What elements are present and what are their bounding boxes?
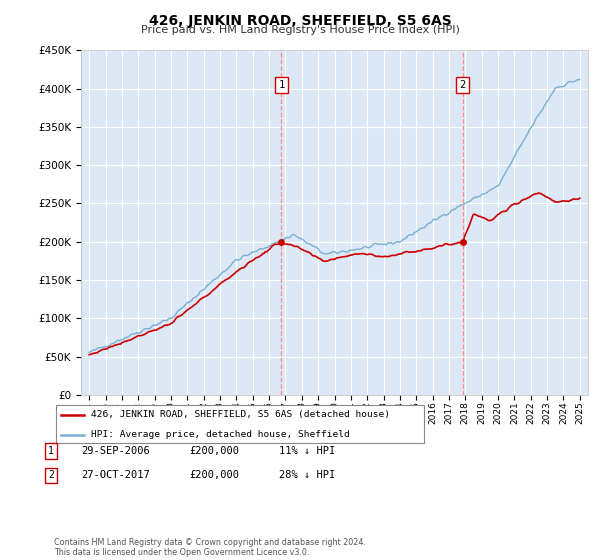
Text: 1: 1 bbox=[48, 446, 54, 456]
Text: Price paid vs. HM Land Registry's House Price Index (HPI): Price paid vs. HM Land Registry's House … bbox=[140, 25, 460, 35]
Text: £200,000: £200,000 bbox=[189, 446, 239, 456]
Text: 11% ↓ HPI: 11% ↓ HPI bbox=[279, 446, 335, 456]
Text: 1: 1 bbox=[278, 80, 284, 90]
Text: 27-OCT-2017: 27-OCT-2017 bbox=[81, 470, 150, 480]
Text: 426, JENKIN ROAD, SHEFFIELD, S5 6AS: 426, JENKIN ROAD, SHEFFIELD, S5 6AS bbox=[149, 14, 451, 28]
Text: 28% ↓ HPI: 28% ↓ HPI bbox=[279, 470, 335, 480]
Text: 426, JENKIN ROAD, SHEFFIELD, S5 6AS (detached house): 426, JENKIN ROAD, SHEFFIELD, S5 6AS (det… bbox=[91, 410, 390, 419]
Text: 2: 2 bbox=[48, 470, 54, 480]
Text: 29-SEP-2006: 29-SEP-2006 bbox=[81, 446, 150, 456]
Text: Contains HM Land Registry data © Crown copyright and database right 2024.
This d: Contains HM Land Registry data © Crown c… bbox=[54, 538, 366, 557]
Text: HPI: Average price, detached house, Sheffield: HPI: Average price, detached house, Shef… bbox=[91, 430, 350, 439]
FancyBboxPatch shape bbox=[56, 405, 424, 443]
Text: 2: 2 bbox=[460, 80, 466, 90]
Text: £200,000: £200,000 bbox=[189, 470, 239, 480]
